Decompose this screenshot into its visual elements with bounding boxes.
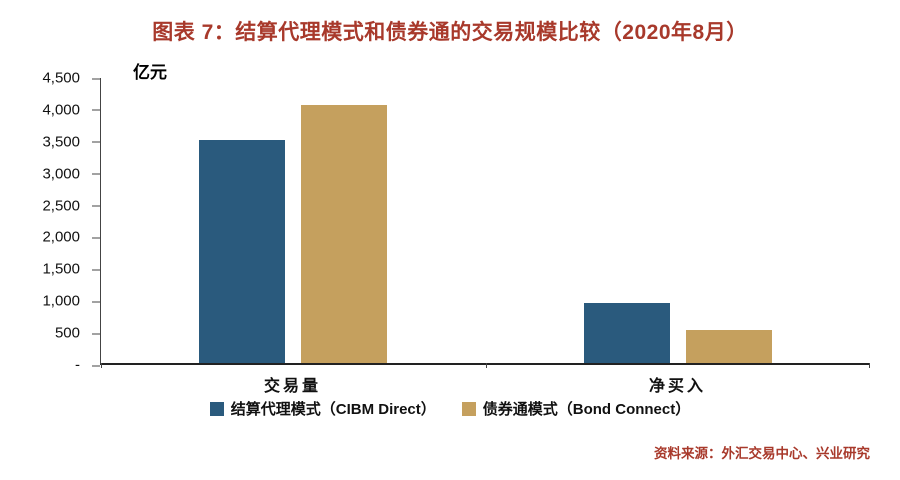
y-axis-tick-label: 4,000 bbox=[42, 101, 100, 118]
source-note: 资料来源：外汇交易中心、兴业研究 bbox=[654, 446, 870, 461]
legend: 结算代理模式（CIBM Direct） 债券通模式（Bond Connect） bbox=[0, 398, 900, 419]
x-axis-tick bbox=[101, 363, 102, 368]
y-axis: 4,500 4,000 3,500 3,000 2,500 2,000 1,500 1,000… bbox=[38, 70, 101, 374]
legend-item-cibm-direct: 结算代理模式（CIBM Direct） bbox=[209, 398, 436, 419]
bar-group-trading-volume bbox=[101, 78, 486, 363]
bar-bond-connect-trading-volume bbox=[301, 104, 388, 363]
category-label-trading-volume: 交易量 bbox=[263, 378, 321, 395]
plot-area bbox=[100, 78, 871, 368]
y-axis-tick-label: 2,000 bbox=[42, 229, 100, 246]
y-axis-tick-label: - bbox=[75, 357, 100, 374]
y-axis-tick-label: 4,500 bbox=[42, 70, 100, 87]
y-axis-tick-label: 3,500 bbox=[42, 133, 100, 150]
x-axis-tick bbox=[485, 363, 487, 368]
bar-cibm-trading-volume bbox=[199, 140, 286, 363]
y-axis-tick-label: 1,000 bbox=[42, 293, 100, 310]
x-axis-category-labels: 交易量 净买入 bbox=[100, 372, 870, 396]
bar-bond-connect-net-purchase bbox=[685, 330, 772, 363]
y-axis-unit-label: 亿元 bbox=[133, 63, 167, 82]
chart-area: 4,500 4,000 3,500 3,000 2,500 2,000 1,500 1,000… bbox=[38, 70, 871, 374]
chart-title: 图表 7：结算代理模式和债券通的交易规模比较（2020年8月） bbox=[152, 21, 748, 44]
legend-swatch-cibm-icon bbox=[209, 401, 224, 416]
bar-group-net-purchase bbox=[486, 78, 871, 363]
legend-label-bond-connect: 债券通模式（Bond Connect） bbox=[482, 401, 691, 418]
category-label-net-purchase: 净买入 bbox=[648, 378, 706, 395]
legend-label-cibm: 结算代理模式（CIBM Direct） bbox=[230, 401, 436, 418]
y-axis-tick-label: 500 bbox=[55, 325, 101, 342]
x-axis-tick bbox=[869, 363, 870, 368]
y-axis-tick-label: 3,000 bbox=[42, 165, 100, 182]
bar-cibm-net-purchase bbox=[583, 302, 670, 363]
legend-swatch-bond-connect-icon bbox=[461, 401, 476, 416]
legend-item-bond-connect: 债券通模式（Bond Connect） bbox=[461, 398, 691, 419]
y-axis-tick-label: 2,500 bbox=[42, 197, 100, 214]
y-axis-tick-label: 1,500 bbox=[42, 261, 100, 278]
